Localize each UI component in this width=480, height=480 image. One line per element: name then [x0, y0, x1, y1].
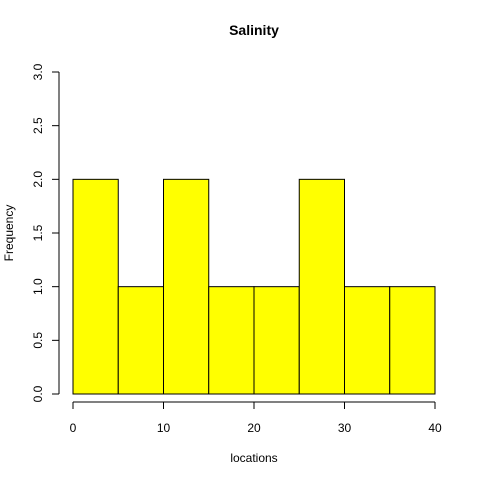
histogram-bar-4	[253, 286, 300, 395]
y-tick-label-2: 1.0	[31, 278, 45, 295]
histogram-bar-6	[344, 286, 391, 395]
histogram-bar-7	[389, 286, 436, 395]
bars-layer	[72, 178, 436, 395]
histogram-bar-5	[298, 178, 345, 395]
x-axis-label: locations	[230, 451, 277, 465]
x-tick-label-2: 20	[247, 421, 261, 435]
y-tick-label-0: 0.0	[31, 385, 45, 402]
y-tick-label-5: 2.5	[31, 117, 45, 134]
histogram-bar-1	[117, 286, 164, 395]
histogram-bar-2	[163, 178, 210, 395]
histogram-bar-0	[72, 178, 119, 395]
y-tick-label-1: 0.5	[31, 332, 45, 349]
x-axis: 0 10 20 30 40	[70, 401, 442, 435]
y-tick-label-3: 1.5	[31, 224, 45, 241]
y-tick-label-4: 2.0	[31, 171, 45, 188]
y-tick-label-6: 3.0	[31, 63, 45, 80]
y-axis-label: Frequency	[2, 205, 16, 262]
x-tick-label-0: 0	[70, 421, 77, 435]
y-axis: 0.0 0.5 1.0 1.5 2.0 2.5 3.0	[31, 63, 60, 402]
x-tick-label-3: 30	[338, 421, 352, 435]
x-tick-label-4: 40	[428, 421, 442, 435]
histogram-bar-3	[208, 286, 255, 395]
chart-title: Salinity	[229, 22, 279, 38]
x-tick-label-1: 10	[157, 421, 171, 435]
